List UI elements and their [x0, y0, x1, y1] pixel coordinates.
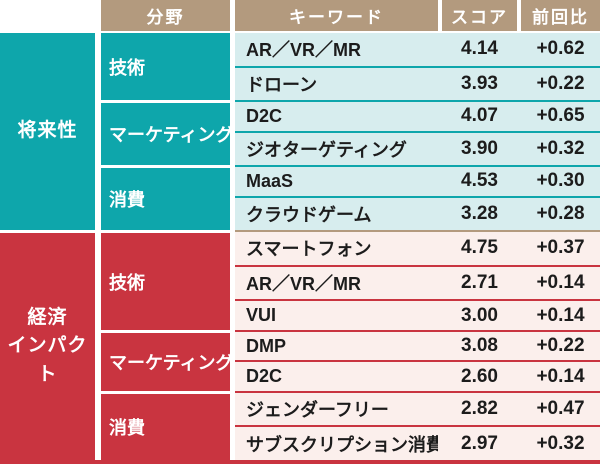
- keyword-row: MaaS 4.53 +0.30: [235, 165, 600, 196]
- category-label-line: 経済: [27, 306, 68, 328]
- category-cell: 経済 インパクト: [0, 230, 101, 460]
- field-cell: 技術: [101, 230, 235, 330]
- change-cell: +0.47: [536, 398, 585, 420]
- keyword-cell: D2C: [246, 105, 283, 126]
- change-cell: +0.14: [536, 271, 585, 293]
- keyword-row: D2C 4.07 +0.65: [235, 100, 600, 131]
- change-cell: +0.14: [536, 365, 585, 387]
- keyword-cell: サブスクリプション消費: [246, 434, 438, 455]
- keyword-row: クラウドゲーム 3.28 +0.28: [235, 195, 600, 231]
- change-cell: +0.14: [536, 304, 585, 326]
- score-cell: 2.60: [461, 365, 498, 387]
- keyword-row: サブスクリプション消費 2.97 +0.32: [235, 425, 600, 460]
- change-cell: +0.65: [536, 105, 585, 127]
- change-cell: +0.30: [536, 170, 585, 192]
- field-cell: 消費: [101, 390, 235, 460]
- keyword-row: ジオターゲティング 3.90 +0.32: [235, 130, 600, 166]
- score-cell: 4.14: [461, 38, 498, 60]
- change-cell: +0.62: [536, 38, 585, 60]
- score-cell: 3.93: [461, 72, 498, 94]
- header-corner-spacer: [0, 0, 101, 31]
- keyword-cell: AR／VR／MR: [246, 40, 361, 61]
- keyword-row: VUI 3.00 +0.14: [235, 299, 600, 330]
- table-header-row: 分野 キーワード スコア 前回比: [0, 0, 600, 31]
- change-cell: +0.22: [536, 335, 585, 357]
- keyword-row: DMP 3.08 +0.22: [235, 329, 600, 361]
- change-cell: +0.32: [536, 432, 585, 454]
- keyword-row: D2C 2.60 +0.14: [235, 360, 600, 391]
- change-cell: +0.32: [536, 137, 585, 159]
- field-cell: マーケティング: [101, 100, 235, 166]
- keyword-cell: D2C: [246, 366, 283, 387]
- keyword-row: スマートフォン 4.75 +0.37: [235, 230, 600, 265]
- score-cell: 2.71: [461, 271, 498, 293]
- keyword-row: AR／VR／MR 2.71 +0.14: [235, 264, 600, 300]
- change-cell: +0.28: [536, 202, 585, 224]
- keyword-cell: ジオターゲティング: [246, 139, 407, 160]
- keyword-cell: AR／VR／MR: [246, 273, 361, 294]
- column-header-field: 分野: [101, 0, 230, 31]
- keyword-row: ドローン 3.93 +0.22: [235, 65, 600, 101]
- keyword-cell: VUI: [246, 305, 277, 326]
- category-label-line: 将来性: [17, 120, 78, 142]
- keyword-row: AR／VR／MR 4.14 +0.62: [235, 33, 600, 66]
- score-cell: 3.00: [461, 304, 498, 326]
- column-header-change: 前回比: [521, 0, 600, 31]
- score-cell: 4.07: [461, 105, 498, 127]
- score-cell: 4.75: [461, 237, 498, 259]
- score-cell: 2.82: [461, 398, 498, 420]
- field-cell: 消費: [101, 165, 235, 231]
- category-cell: 将来性: [0, 33, 101, 231]
- change-cell: +0.37: [536, 237, 585, 259]
- table-body: 将来性 技術 AR／VR／MR 4.14 +0.62 ドローン 3.93 +0.22 マーケティ…: [0, 33, 600, 464]
- keyword-cell: ドローン: [246, 74, 318, 95]
- keyword-cell: スマートフォン: [246, 239, 372, 260]
- category-label-line: インパクト: [7, 335, 88, 385]
- column-header-score: スコア: [442, 0, 517, 31]
- keyword-cell: ジェンダーフリー: [246, 400, 389, 421]
- keyword-row: ジェンダーフリー 2.82 +0.47: [235, 390, 600, 426]
- column-header-keyword: キーワード: [235, 0, 438, 31]
- score-cell: 3.90: [461, 137, 498, 159]
- field-cell: 技術: [101, 33, 235, 101]
- score-cell: 3.08: [461, 335, 498, 357]
- score-cell: 2.97: [461, 432, 498, 454]
- score-cell: 4.53: [461, 170, 498, 192]
- keyword-cell: MaaS: [246, 170, 294, 191]
- keyword-cell: DMP: [246, 335, 286, 356]
- change-cell: +0.22: [536, 72, 585, 94]
- score-cell: 3.28: [461, 202, 498, 224]
- keyword-cell: クラウドゲーム: [246, 204, 372, 225]
- field-cell: マーケティング: [101, 329, 235, 391]
